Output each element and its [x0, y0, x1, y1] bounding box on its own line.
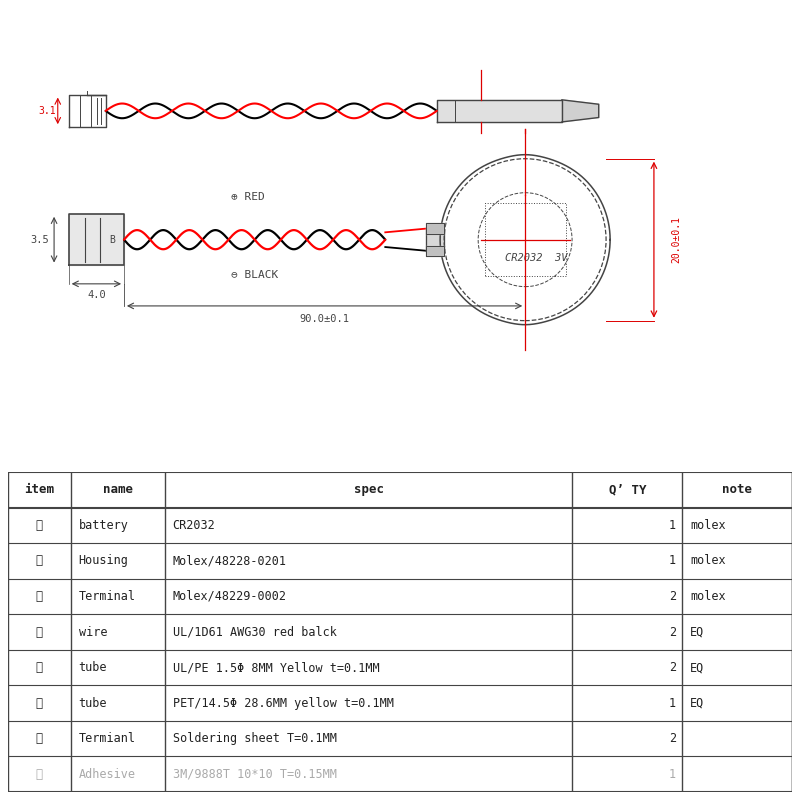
Text: 20.0±0.1: 20.0±0.1: [671, 216, 681, 263]
Text: Q’ TY: Q’ TY: [609, 483, 646, 496]
Text: note: note: [722, 483, 752, 496]
Text: PET/14.5Φ 28.6MM yellow t=0.1MM: PET/14.5Φ 28.6MM yellow t=0.1MM: [173, 697, 394, 710]
Text: Housing: Housing: [78, 554, 129, 567]
Text: molex: molex: [690, 554, 726, 567]
Text: Molex/48228-0201: Molex/48228-0201: [173, 554, 286, 567]
Text: 1: 1: [669, 554, 676, 567]
Text: ⊖ BLACK: ⊖ BLACK: [230, 270, 278, 280]
Text: EQ: EQ: [690, 661, 704, 674]
Text: name: name: [102, 483, 133, 496]
Text: item: item: [24, 483, 54, 496]
Text: battery: battery: [78, 519, 129, 532]
Text: 2: 2: [669, 626, 676, 638]
Text: 3M/9888T 10*10 T=0.15MM: 3M/9888T 10*10 T=0.15MM: [173, 768, 337, 781]
Text: CR2032: CR2032: [173, 519, 215, 532]
Text: 3.5: 3.5: [30, 234, 49, 245]
Text: ③: ③: [36, 590, 43, 603]
Text: Molex/48229-0002: Molex/48229-0002: [173, 590, 286, 603]
Text: UL/1D61 AWG30 red balck: UL/1D61 AWG30 red balck: [173, 626, 337, 638]
Text: tube: tube: [78, 661, 107, 674]
Text: EQ: EQ: [690, 626, 704, 638]
Text: ⊕ RED: ⊕ RED: [230, 192, 265, 202]
Text: 2: 2: [669, 590, 676, 603]
Text: B: B: [109, 234, 114, 245]
Text: ⑧: ⑧: [36, 768, 43, 781]
Text: ⑦: ⑦: [36, 732, 43, 745]
Text: 90.0±0.1: 90.0±0.1: [299, 314, 350, 324]
Text: UL/PE 1.5Φ 8MM Yellow t=0.1MM: UL/PE 1.5Φ 8MM Yellow t=0.1MM: [173, 661, 379, 674]
Text: 2: 2: [669, 661, 676, 674]
Text: 1: 1: [669, 697, 676, 710]
Polygon shape: [562, 100, 598, 122]
Text: spec: spec: [354, 483, 384, 496]
Text: CR2032  3V: CR2032 3V: [505, 253, 567, 263]
Text: Termianl: Termianl: [78, 732, 135, 745]
Text: 1: 1: [669, 519, 676, 532]
Text: ⑤: ⑤: [36, 661, 43, 674]
Text: molex: molex: [690, 519, 726, 532]
Text: Terminal: Terminal: [78, 590, 135, 603]
Text: ②: ②: [36, 554, 43, 567]
Text: tube: tube: [78, 697, 107, 710]
Text: Soldering sheet T=0.1MM: Soldering sheet T=0.1MM: [173, 732, 337, 745]
Text: molex: molex: [690, 590, 726, 603]
Text: 4.0: 4.0: [87, 290, 106, 300]
Text: ⑥: ⑥: [36, 697, 43, 710]
Text: 1: 1: [669, 768, 676, 781]
Text: ①: ①: [36, 519, 43, 532]
Text: 2: 2: [669, 732, 676, 745]
Text: 3.1: 3.1: [38, 106, 55, 116]
Text: EQ: EQ: [690, 697, 704, 710]
Text: wire: wire: [78, 626, 107, 638]
Text: ④: ④: [36, 626, 43, 638]
Text: Adhesive: Adhesive: [78, 768, 135, 781]
